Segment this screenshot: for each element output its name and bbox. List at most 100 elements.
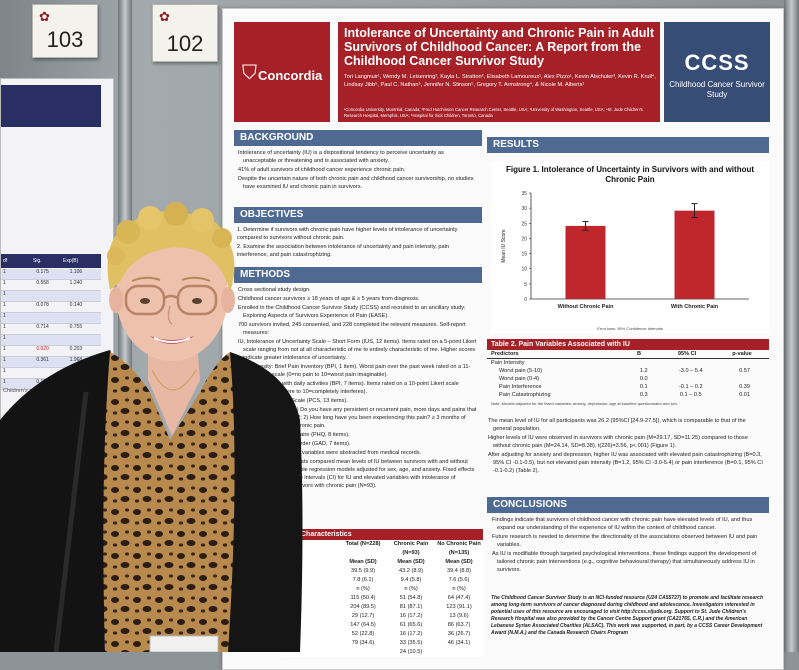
table-1-cell (283, 630, 339, 639)
table-1-cell (283, 594, 339, 603)
methods-text: Cross sectional study design. Childhood c… (237, 286, 477, 491)
maple-leaf-icon: ✿ (159, 9, 170, 24)
stats-cell (68, 291, 101, 301)
adjacent-poster: df Sig. Exp(B) 1 0.175 1.106 1 0.558 1.240 1 1 0… (0, 78, 114, 420)
stats-cell (34, 313, 67, 323)
table-2-note: Note. Models adjusted for the listed var… (491, 401, 678, 406)
table-1-cell (435, 648, 483, 657)
table-2-row: Worst pain (5-10) 1.2 -3.0 – 5.4 0.57 (487, 367, 769, 375)
table-1-row: ace) 204 (89.5) 81 (87.1) 123 (91.1) (283, 603, 483, 612)
methods-heading: METHODS (234, 267, 482, 283)
methods-bullet: Independent samples t-tests compared mea… (238, 459, 475, 489)
table-1-cell: 43.2 (8.9) (399, 568, 423, 574)
table-2-row: Pain Interference 0.1 -0.1 – 0.2 0.39 (487, 383, 769, 391)
methods-bullet: 700 survivors invited, 245 consented, an… (238, 322, 466, 336)
table-2-cell: Worst pain (5-10) (499, 368, 543, 374)
stats-row: 1 (1, 368, 101, 379)
x-tick-label: Without Chronic Pain (558, 304, 615, 310)
table-1: Characteristics Total (N=228) Chronic Pa… (283, 529, 483, 657)
table-1-row: 24 (10.5) (283, 648, 483, 657)
y-tick-label: 20 (521, 236, 527, 242)
table-1-cell: n (%) (452, 586, 466, 592)
background-bullet: Intolerance of uncertainty (IU) is a dis… (238, 150, 444, 164)
methods-bullet: Demographic and clinical variables were … (238, 450, 422, 456)
stats-cell: 1 (3, 324, 6, 330)
stats-cell: 1 (3, 291, 6, 297)
stats-cell (34, 335, 67, 345)
poster-authors: Tori Langmuir¹, Wendy M. Leisenring², Ka… (344, 74, 656, 88)
stats-cell (68, 368, 101, 378)
table-2-cell: 0.57 (739, 368, 750, 374)
methods-bullet: Enrolled in the Childhood Cancer Survivo… (238, 305, 466, 319)
table-2-row: Pain Intensity (487, 359, 769, 367)
table-1-cell: 204 (89.5) (350, 604, 376, 610)
y-tick-label: 0 (524, 297, 527, 303)
conclusions-text: Findings indicate that survivors of chil… (491, 516, 763, 575)
table-1-row: ging 147 (64.5) 61 (65.6) 86 (63.7) (283, 621, 483, 630)
stats-cell: 1 (3, 346, 6, 352)
stats-row: 1 (1, 291, 101, 302)
y-axis-label: Mean IU Score (501, 229, 507, 263)
ccss-logo: CCSS Childhood Cancer Survivor Study (664, 22, 770, 122)
stats-cell: 0.558 (36, 280, 49, 286)
table-2-cell (657, 359, 717, 367)
table-1-row: 7.8 (6.1) 9.4 (5.8) 7.6 (5.6) (283, 576, 483, 585)
table-1-row: 115 (50.4) 51 (54.8) 64 (47.4) (283, 594, 483, 603)
table-1-cell: 9.4 (5.8) (400, 577, 422, 583)
table-2-cell (621, 359, 657, 367)
maple-leaf-icon: ✿ (39, 9, 50, 24)
table-2-cell: 0.1 – 0.5 (679, 392, 702, 398)
chart-title: Figure 1. Intolerance of Uncertainty in … (505, 165, 755, 184)
table-1-row: 79 (34.6) 33 (35.5) 46 (34.1) (283, 639, 483, 648)
stats-cell (68, 335, 101, 345)
bar (565, 225, 606, 299)
stats-cell: 1 (3, 313, 6, 319)
research-poster: ⛉ Concordia Intolerance of Uncertainty a… (222, 8, 784, 670)
methods-bullet: Pain Catastrophizing Scale (PCS, 13 item… (238, 398, 348, 404)
table-1-row: 39.5 (9.9) 43.2 (8.9) 39.4 (8.8) (283, 567, 483, 576)
stats-row: 1 0.558 1.240 (1, 280, 101, 291)
conclusions-heading: CONCLUSIONS (487, 497, 769, 513)
table-2-cell: Pain Interference (499, 384, 542, 390)
stats-row: 1 (1, 313, 101, 324)
methods-bullet: IU, Intolerance of Uncertainty Scale – S… (238, 339, 477, 361)
table-1-cell: 86 (63.7) (447, 622, 471, 628)
objective-item: 2. Examine the association between intol… (237, 244, 449, 258)
background-text: Intolerance of uncertainty (IU) is a dis… (237, 149, 477, 192)
table-1-cell: ging (283, 622, 294, 628)
table-1-cell: 33 (35.5) (399, 640, 423, 646)
table-1-cell: ace) (283, 604, 294, 610)
table-1-cell: 123 (91.1) (446, 604, 472, 610)
table-2-cell: 0.0 (639, 376, 648, 382)
chart-footnote: Error bars: 95% Confidence Intervals (597, 326, 663, 331)
table-1-cell (283, 576, 339, 585)
background-bullet: 41% of adult survivors of childhood canc… (238, 167, 406, 173)
table-1-cell (283, 639, 339, 648)
conclusion-bullet: Future research is needed to determine t… (492, 534, 758, 548)
stats-cell: 1 (3, 280, 6, 286)
poster-header-band (1, 85, 101, 127)
table-1-cell: 81 (87.1) (399, 604, 423, 610)
stats-row: 1 0.078 0.140 (1, 302, 101, 313)
stats-row: 1 (1, 335, 101, 346)
stats-cell: 0.078 (36, 302, 49, 308)
table-1-cell: n (%) (404, 586, 418, 592)
y-tick-label: 25 (521, 221, 527, 227)
objective-item: 1. Determine if survivors with chronic p… (237, 227, 458, 241)
table-1-row: n (%) n (%) n (%) (283, 585, 483, 594)
y-tick-label: 30 (521, 206, 527, 212)
background-bullet: Despite the uncertain nature of both chr… (238, 176, 474, 190)
results-text: The mean level of IU for all participant… (487, 417, 763, 476)
table-1-row: 29 (12.7) 16 (17.2) 13 (9.6) (283, 612, 483, 621)
concordia-logo-icon: ⛉ (242, 62, 257, 84)
table-2-cell: 0.1 (639, 384, 648, 390)
stats-cell: 1 (3, 368, 6, 374)
poster-affiliations: ¹Concordia University, Montréal, Canada;… (344, 107, 643, 118)
results-bullet: Higher levels of IU were observed in sur… (488, 435, 748, 449)
table-1-cell: 46 (34.1) (447, 640, 471, 646)
table-1-cell: 39.4 (8.8) (447, 568, 471, 574)
title-panel: Intolerance of Uncertainty and Chronic P… (338, 22, 660, 122)
table-1-cell: 147 (64.5) (350, 622, 376, 628)
table-2-cell: Worst pain (0-4) (499, 376, 539, 382)
methods-bullet: Pain Intensity: Brief Pain Inventory (BP… (238, 364, 471, 378)
